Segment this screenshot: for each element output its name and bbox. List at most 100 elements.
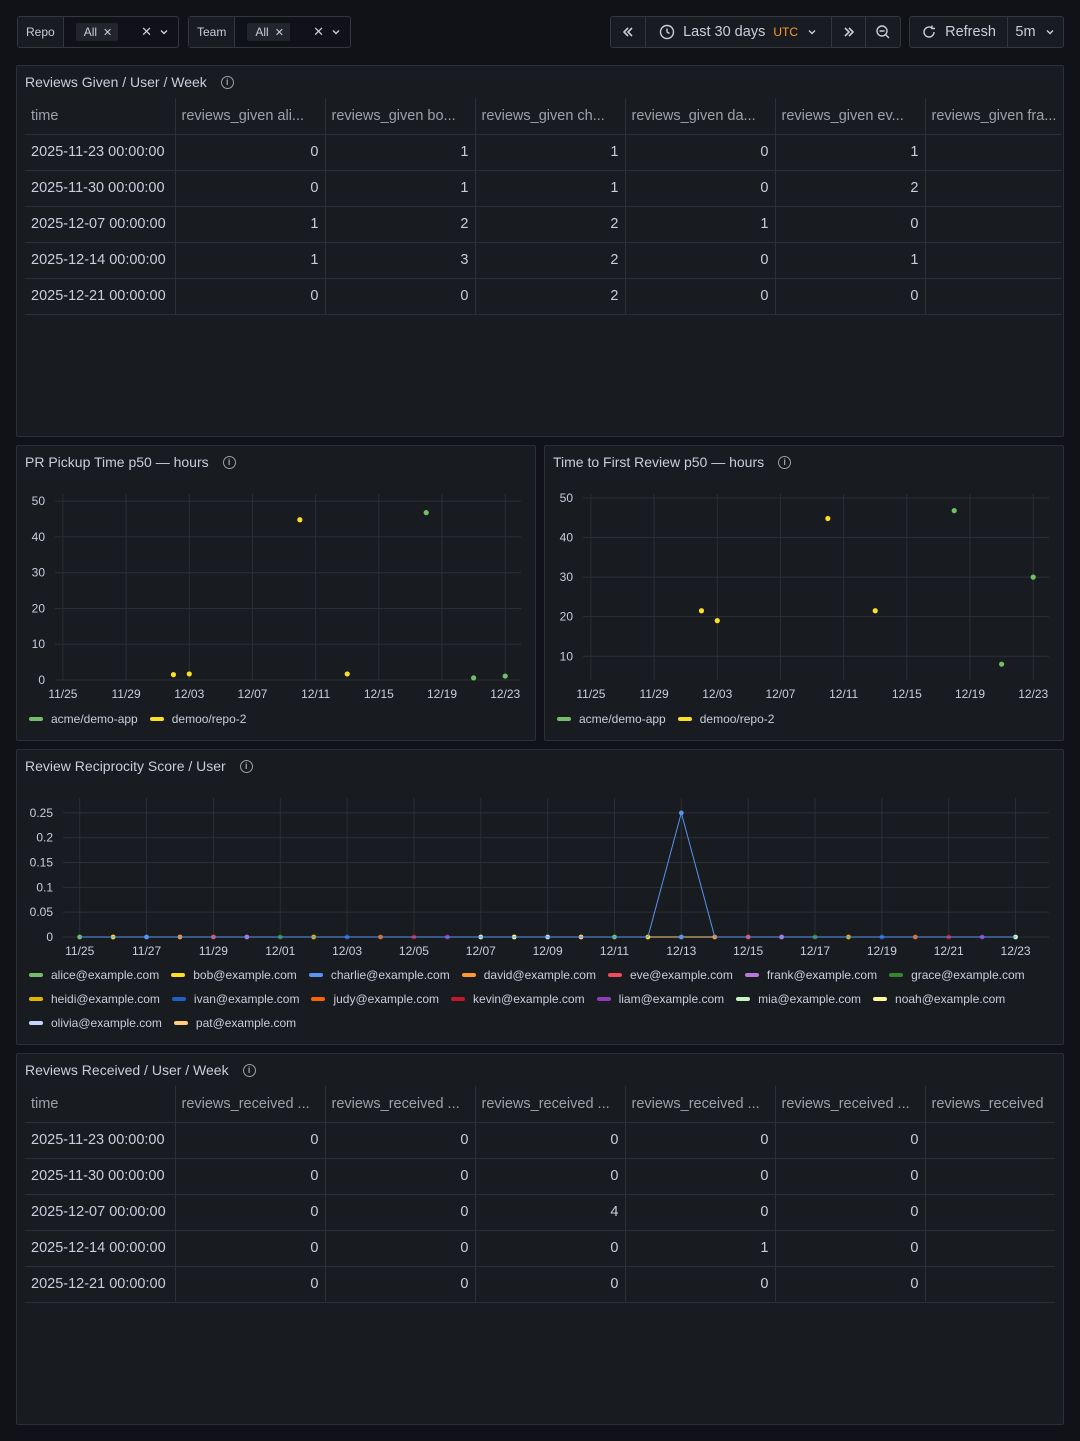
data-point[interactable] [1030,574,1036,580]
legend-item[interactable]: acme/demo-app [557,710,666,728]
table-cell: 2025-12-14 00:00:00 [25,1230,176,1267]
legend-item[interactable]: alice@example.com [29,966,159,984]
column-header[interactable]: reviews_given ch... [475,98,626,135]
remove-chip-icon[interactable]: ✕ [103,26,113,39]
time-shift-back-button[interactable] [611,17,646,47]
data-point[interactable] [872,608,878,614]
data-point[interactable] [678,934,684,940]
data-point[interactable] [186,671,192,677]
data-point[interactable] [951,508,957,514]
legend-item[interactable]: heidi@example.com [29,990,160,1008]
column-header[interactable]: reviews_given fra... [925,98,1063,135]
time-shift-forward-button[interactable] [832,17,867,47]
legend-item[interactable]: pat@example.com [173,1014,296,1032]
table-cell: 0 [175,1122,326,1159]
legend-item[interactable]: liam@example.com [596,990,724,1008]
column-header[interactable]: reviews_given da... [625,98,776,135]
column-header[interactable]: reviews_given ali... [175,98,326,135]
clear-icon[interactable]: ✕ [141,24,152,39]
series-line[interactable] [79,810,1016,938]
zoom-out-icon [876,25,890,39]
legend-item[interactable]: acme/demo-app [29,710,138,728]
data-point[interactable] [678,810,684,816]
repo-variable[interactable]: Repo All ✕ ✕ [17,16,179,48]
legend-item[interactable]: bob@example.com [171,966,297,984]
legend-item[interactable]: demoo/repo-2 [149,710,246,728]
column-header[interactable]: reviews_received ... [625,1086,776,1123]
dashboard-toolbar: Repo All ✕ ✕ Team All ✕ ✕ Last 30 days UTC [0,0,1080,64]
info-icon[interactable]: i [239,759,253,773]
clear-icon[interactable]: ✕ [313,24,324,39]
column-header[interactable]: reviews_received [925,1086,1055,1123]
info-icon[interactable]: i [242,1063,256,1077]
table-cell: 2025-12-21 00:00:00 [25,1266,176,1303]
legend-item[interactable]: grace@example.com [889,966,1025,984]
data-point[interactable] [502,673,508,679]
table-cell: 0 [325,1158,476,1195]
pr-pickup-chart[interactable]: 0 10 20 30 40 50 11/25 11/29 12/03 12/07 12/11 12/1… [17,486,535,736]
reciprocity-chart[interactable]: 0 0.05 0.1 0.15 0.2 0.25 11/25 11/27 11/29 12/01 1… [17,790,1063,960]
table-cell: 2 [325,206,476,243]
refresh-interval-picker[interactable]: 5m [1008,17,1063,47]
x-tick-label: 12/03 [174,687,204,701]
column-header[interactable]: reviews_given ev... [775,98,926,135]
panel-title: PR Pickup Time p50 — hours i [25,454,236,470]
repo-all-chip[interactable]: All ✕ [75,23,119,41]
info-icon[interactable]: i [222,455,236,469]
legend-item[interactable]: david@example.com [461,966,596,984]
team-all-chip[interactable]: All ✕ [247,23,290,41]
legend-item[interactable]: kevin@example.com [451,990,585,1008]
column-header[interactable]: reviews_given bo... [325,98,476,135]
table-cell: 1 [175,206,326,243]
data-point[interactable] [999,661,1005,667]
table-cell: 2025-12-14 00:00:00 [25,242,176,279]
legend-label: david@example.com [483,968,596,982]
data-point[interactable] [77,934,83,940]
legend-item[interactable]: ivan@example.com [171,990,299,1008]
legend-item[interactable]: judy@example.com [311,990,439,1008]
x-tick-label: 11/29 [199,944,228,958]
column-header[interactable]: reviews_received ... [475,1086,626,1123]
y-tick-label: 50 [32,494,46,508]
legend-swatch [677,717,692,721]
data-point[interactable] [825,515,831,522]
legend-swatch [29,997,43,1001]
legend-item[interactable]: mia@example.com [736,990,861,1008]
column-header-time[interactable]: time [25,98,176,135]
y-tick-label: 10 [32,637,46,651]
refresh-button[interactable]: Refresh [910,17,1008,47]
data-point[interactable] [297,517,303,523]
legend-item[interactable]: olivia@example.com [29,1014,162,1032]
team-variable[interactable]: Team All ✕ ✕ [188,16,351,48]
column-header[interactable]: reviews_received ... [175,1086,326,1123]
legend-swatch [173,1021,188,1025]
legend-item[interactable]: charlie@example.com [308,966,450,984]
data-point[interactable] [170,672,177,678]
column-header[interactable]: reviews_received ... [775,1086,926,1123]
legend-label: acme/demo-app [51,712,138,726]
time-to-first-review-chart[interactable]: 10 20 30 40 50 11/25 11/29 12/03 12/07 12/11 12/15… [545,486,1063,736]
table-cell: 0 [775,1158,926,1195]
column-header-time[interactable]: time [25,1086,176,1123]
refresh-label: Refresh [945,24,996,40]
legend-item[interactable]: demoo/repo-2 [677,710,774,728]
data-point[interactable] [471,675,477,681]
data-point[interactable] [423,510,429,516]
info-icon[interactable]: i [778,455,792,469]
legend-swatch [451,997,466,1001]
chevron-down-icon[interactable] [158,26,170,38]
data-point[interactable] [344,671,350,677]
legend-item[interactable]: noah@example.com [873,990,1005,1008]
zoom-out-button[interactable] [866,17,900,47]
chevron-down-icon[interactable] [330,26,342,38]
data-point[interactable] [714,618,720,624]
legend-label: charlie@example.com [330,968,450,982]
column-header[interactable]: reviews_received ... [325,1086,476,1123]
team-variable-label: Team [189,17,236,47]
remove-chip-icon[interactable]: ✕ [274,26,284,39]
time-range-picker[interactable]: Last 30 days UTC [646,17,833,47]
legend-item[interactable]: frank@example.com [744,966,877,984]
info-icon[interactable]: i [220,75,234,89]
data-point[interactable] [698,608,705,614]
legend-item[interactable]: eve@example.com [607,966,733,984]
